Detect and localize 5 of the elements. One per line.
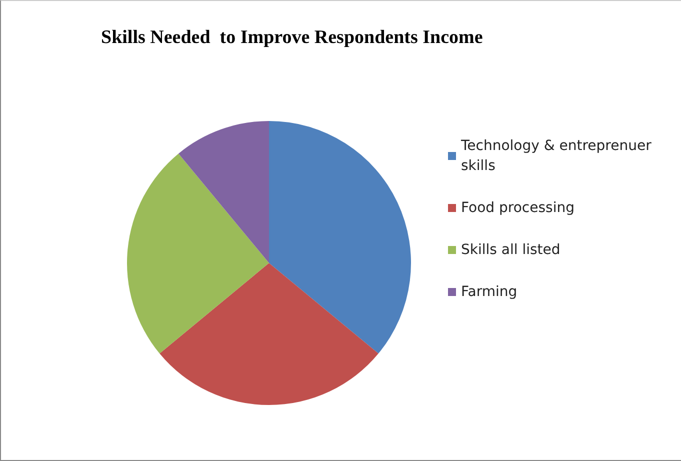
legend-label: Food processing — [461, 200, 574, 216]
legend-label: Farming — [461, 284, 518, 300]
chart-title: Skills Needed to Improve Respondents Income — [101, 27, 483, 48]
legend-label: Skills all listed — [461, 242, 560, 258]
legend-label: Technology & entreprenuer skills — [460, 138, 656, 174]
